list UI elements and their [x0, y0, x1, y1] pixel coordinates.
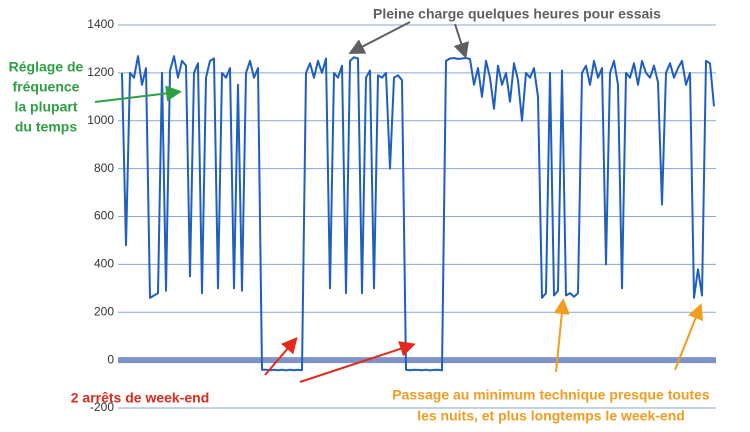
y-tick-label: 400 — [94, 257, 114, 271]
arrow — [94, 85, 182, 103]
y-tick-label: 600 — [94, 209, 114, 223]
annotations: Pleine charge quelques heures pour essai… — [9, 6, 710, 424]
arrow — [453, 23, 469, 59]
annotation: 2 arrêts de week-end — [71, 390, 210, 406]
arrow — [674, 303, 704, 371]
grid: -200 0 200 400 600 800 1000 1200 1400 — [87, 17, 716, 414]
y-tick-label: 1400 — [87, 17, 114, 31]
y-tick-label: 1000 — [87, 113, 114, 127]
annotation: les nuits, et plus longtemps le week-end — [417, 408, 685, 424]
annotation: la plupart — [14, 99, 77, 115]
annotation: Passage au minimum technique presque tou… — [392, 387, 710, 403]
arrow — [299, 341, 416, 383]
y-tick-label: 1200 — [87, 65, 114, 79]
y-tick-label: -200 — [90, 400, 114, 414]
annotation: Pleine charge quelques heures pour essai… — [373, 6, 661, 22]
y-tick-label: 800 — [94, 161, 114, 175]
arrow — [348, 21, 411, 54]
annotation: du temps — [15, 119, 77, 135]
y-tick-label: 0 — [107, 352, 114, 366]
annotation: Réglage de — [9, 59, 84, 75]
arrow — [264, 336, 298, 376]
y-tick-label: 200 — [94, 304, 114, 318]
annotation: fréquence — [13, 79, 80, 95]
arrows — [94, 21, 704, 383]
arrow — [553, 298, 570, 373]
series-line — [121, 55, 715, 372]
plot — [121, 55, 715, 372]
